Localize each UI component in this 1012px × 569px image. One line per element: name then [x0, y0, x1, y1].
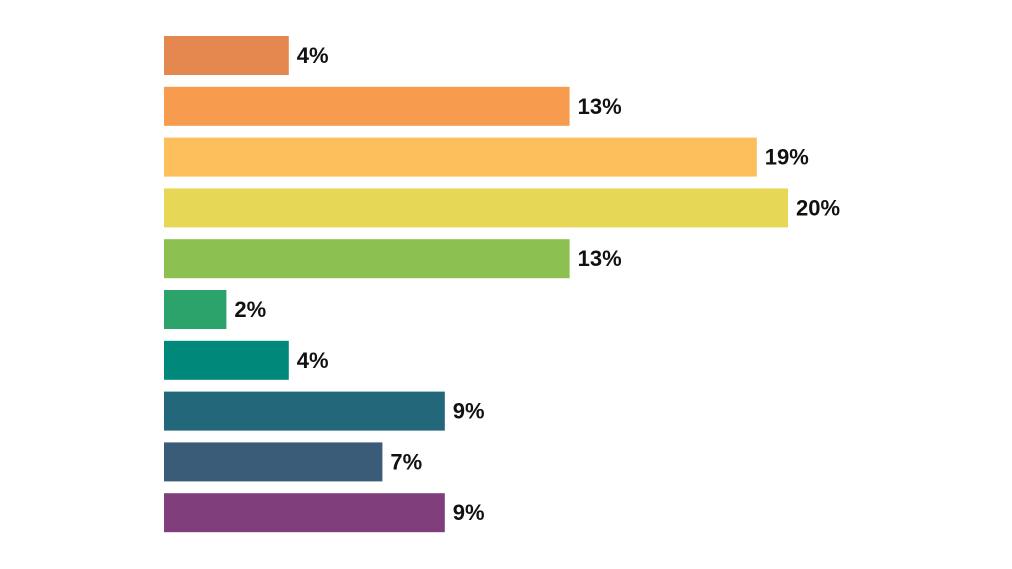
data-label-7: 4%: [297, 348, 329, 373]
bar-10: [164, 493, 445, 533]
data-label-5: 13%: [578, 246, 622, 271]
bar-8: [164, 391, 445, 431]
data-label-6: 2%: [234, 297, 266, 322]
bar-2: [164, 86, 570, 126]
bar-4: [164, 188, 788, 228]
bar-9: [164, 442, 383, 482]
bar-3: [164, 137, 757, 177]
data-label-3: 19%: [765, 145, 809, 170]
data-label-4: 20%: [796, 195, 840, 220]
data-labels-group: 4% 13% 19% 20% 13% 2% 4% 9% 7% 9%: [234, 43, 840, 525]
bar-1: [164, 36, 289, 75]
data-label-9: 7%: [390, 449, 422, 474]
data-label-10: 9%: [453, 500, 485, 525]
bar-7: [164, 340, 289, 380]
bar-6: [164, 290, 227, 329]
bar-5: [164, 239, 570, 279]
data-label-1: 4%: [297, 43, 329, 68]
data-label-8: 9%: [453, 399, 485, 424]
bars-group: [164, 36, 788, 533]
data-label-2: 13%: [578, 94, 622, 119]
